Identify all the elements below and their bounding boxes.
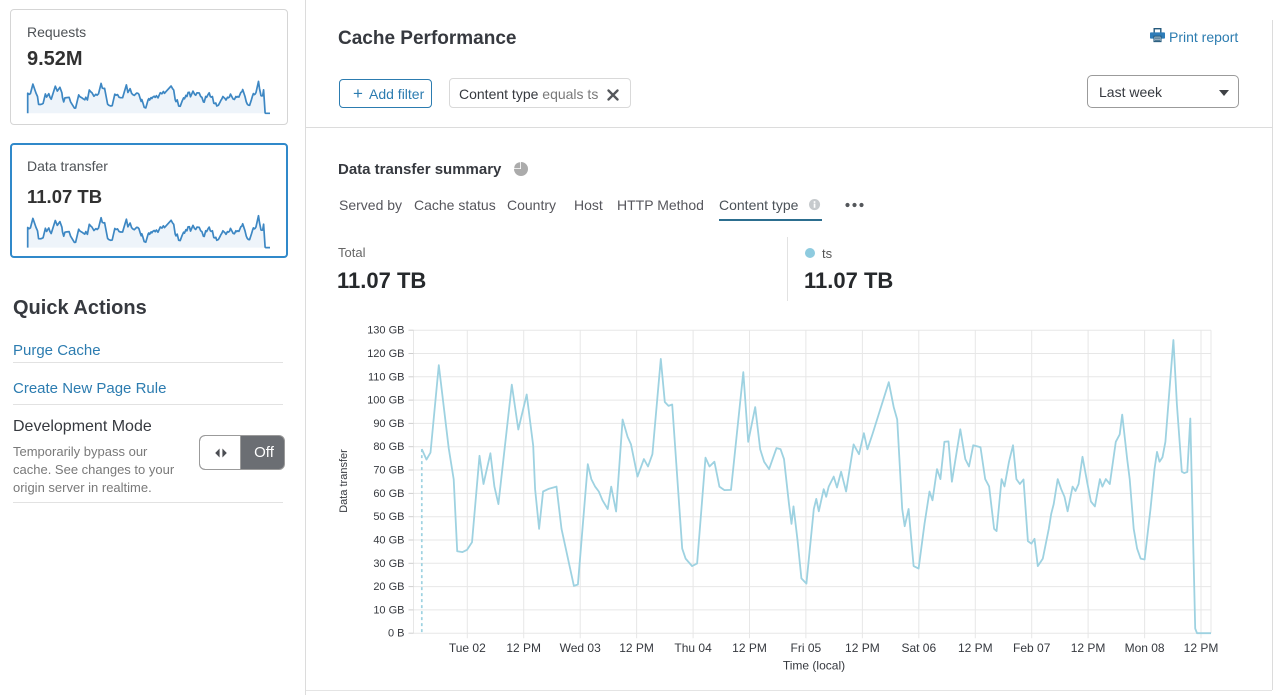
svg-text:12 PM: 12 PM (619, 641, 654, 655)
svg-text:10 GB: 10 GB (373, 604, 404, 616)
svg-text:Tue 02: Tue 02 (449, 641, 486, 655)
svg-text:70 GB: 70 GB (373, 465, 404, 477)
svg-text:Wed 03: Wed 03 (560, 641, 601, 655)
svg-text:Sat 06: Sat 06 (901, 641, 936, 655)
svg-text:60 GB: 60 GB (373, 488, 404, 500)
svg-text:Data transfer: Data transfer (338, 449, 350, 513)
svg-text:12 PM: 12 PM (1071, 641, 1106, 655)
svg-text:Time (local): Time (local) (783, 659, 845, 673)
svg-text:100 GB: 100 GB (367, 395, 404, 407)
svg-text:12 PM: 12 PM (1184, 641, 1219, 655)
svg-text:12 PM: 12 PM (506, 641, 541, 655)
svg-text:0 B: 0 B (388, 628, 405, 640)
svg-text:30 GB: 30 GB (373, 558, 404, 570)
svg-text:120 GB: 120 GB (367, 348, 404, 360)
svg-text:40 GB: 40 GB (373, 535, 404, 547)
svg-text:80 GB: 80 GB (373, 441, 404, 453)
svg-text:90 GB: 90 GB (373, 418, 404, 430)
svg-text:12 PM: 12 PM (958, 641, 993, 655)
svg-text:Feb 07: Feb 07 (1013, 641, 1051, 655)
svg-text:50 GB: 50 GB (373, 511, 404, 523)
svg-text:12 PM: 12 PM (845, 641, 880, 655)
svg-text:20 GB: 20 GB (373, 581, 404, 593)
svg-text:110 GB: 110 GB (368, 371, 405, 383)
svg-text:Fri 05: Fri 05 (791, 641, 822, 655)
svg-text:12 PM: 12 PM (732, 641, 767, 655)
svg-text:Mon 08: Mon 08 (1125, 641, 1165, 655)
svg-text:Thu 04: Thu 04 (674, 641, 712, 655)
svg-text:130 GB: 130 GB (367, 325, 404, 337)
